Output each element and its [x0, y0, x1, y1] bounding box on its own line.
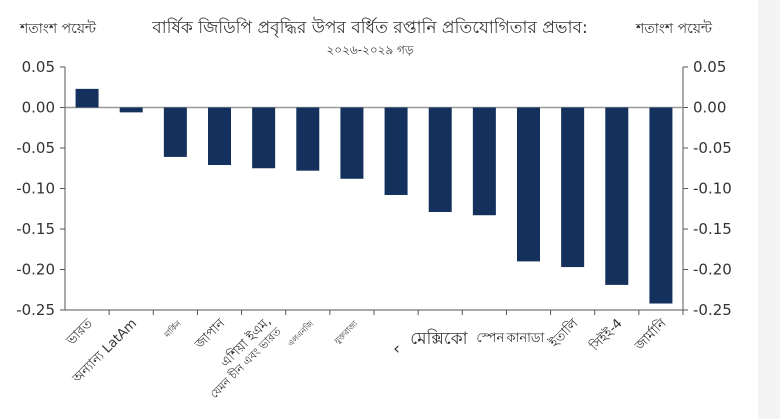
x-tick-label: মার্কিন: [162, 319, 183, 340]
chart-subtitle: ২০২৬-২০২৯ গড়: [327, 43, 414, 57]
y-tick-label-left: -0.05: [16, 139, 55, 157]
x-tick-label: ভারত: [63, 316, 96, 349]
bar: [119, 107, 143, 113]
bar: [649, 107, 673, 304]
y-tick-label-right: 0.00: [693, 99, 726, 117]
right-axis-unit: শতাংশ পয়েন্ট: [635, 20, 713, 37]
y-tick-label-right: -0.10: [693, 180, 732, 198]
y-tick-label-left: -0.15: [16, 220, 55, 238]
y-tick-label-left: 0.00: [22, 99, 55, 117]
x-tick-label: ‹: [393, 339, 400, 359]
bar: [384, 107, 408, 195]
y-tick-label-left: 0.05: [22, 58, 55, 76]
x-tick-label: মেক্সিকো: [410, 328, 468, 349]
x-tick-label: যুক্তরাজ্য: [332, 319, 360, 347]
bar: [75, 88, 99, 108]
x-tick-label: জাপান: [192, 316, 229, 353]
x-tick-label: স্পেন: [476, 331, 504, 346]
y-tick-label-right: -0.05: [693, 139, 732, 157]
bar: [208, 107, 231, 166]
y-tick-label-right: -0.15: [693, 220, 732, 238]
bar: [517, 107, 540, 262]
x-tick-label: জার্মানি: [631, 315, 670, 354]
y-tick-label-right: -0.20: [693, 261, 732, 279]
bar: [296, 107, 320, 171]
left-axis-unit: শতাংশ পয়েন্ট: [19, 20, 97, 37]
bar: [472, 107, 496, 216]
bar: [561, 107, 585, 268]
y-tick-label-left: -0.10: [16, 180, 55, 198]
bar: [605, 107, 629, 285]
y-tick-label-left: -0.25: [16, 301, 55, 319]
y-tick-label-left: -0.20: [16, 261, 55, 279]
x-tick-label: কানাডা: [506, 331, 545, 346]
bar: [428, 107, 452, 212]
chart-title: বার্ষিক জিডিপি প্রবৃদ্ধির উপর বর্ধিত রপ্…: [151, 17, 587, 38]
x-tick-label: ইতালি: [546, 315, 582, 351]
scrollbar-edge: [758, 0, 780, 419]
bar: [252, 107, 276, 169]
y-tick-label-right: -0.25: [693, 301, 732, 319]
x-tick-label: সিইই-4: [586, 316, 625, 355]
bar: [340, 107, 364, 179]
y-tick-label-right: 0.05: [693, 58, 726, 76]
x-tick-label: এলএনজি: [286, 318, 316, 348]
bar: [163, 107, 187, 157]
